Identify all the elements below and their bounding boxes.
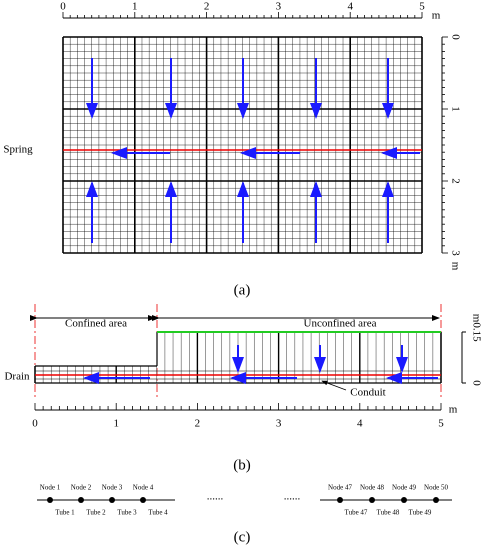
y-unit: m: [470, 314, 482, 323]
node-label: Node 3: [102, 484, 123, 492]
y-tick-label: 0: [449, 34, 461, 40]
node-label: Node 4: [133, 484, 154, 492]
node-label: Node 47: [328, 484, 352, 492]
node: [433, 497, 439, 503]
node: [140, 497, 146, 503]
node-label: Node 48: [360, 484, 384, 492]
y-tick-label: 0.15: [470, 322, 482, 342]
y-tick-label: 2: [449, 178, 461, 184]
tube-label: Tube 2: [86, 509, 106, 517]
pointer: [321, 380, 347, 391]
x-tick-label: 2: [204, 1, 210, 13]
node: [109, 497, 115, 503]
ellipsis: ......: [284, 491, 301, 503]
x-tick-label: 4: [357, 418, 363, 430]
x-unit: m: [432, 10, 441, 22]
tube-label: Tube 49: [409, 509, 432, 517]
node: [47, 497, 53, 503]
y-unit: m: [449, 262, 461, 271]
x-tick-label: 0: [32, 418, 38, 430]
caption-c: (c): [234, 529, 251, 545]
x-tick-label: 0: [60, 1, 66, 13]
confined-label: Confined area: [65, 318, 127, 330]
tube-label: Tube 4: [148, 509, 168, 517]
tube-label: Tube 3: [117, 509, 137, 517]
drain-label: Drain: [4, 371, 30, 383]
conduit-label: Conduit: [350, 387, 385, 399]
x-tick-label: 5: [419, 1, 425, 13]
x-tick-label: 2: [195, 418, 201, 430]
y-tick-label: 0: [470, 380, 482, 386]
x-tick-label: 1: [113, 418, 119, 430]
node-label: Node 49: [392, 484, 416, 492]
y-tick-label: 1: [449, 106, 461, 112]
y-tick-label: 3: [449, 250, 461, 256]
x-tick-label: 1: [132, 1, 138, 13]
node-label: Node 1: [40, 484, 61, 492]
x-tick-label: 5: [438, 418, 444, 430]
caption-b: (b): [233, 457, 251, 473]
unconfined-label: Unconfined area: [304, 318, 377, 330]
x-tick-label: 3: [276, 418, 282, 430]
x-unit: m: [449, 404, 458, 416]
x-tick-label: 3: [276, 1, 282, 13]
node: [337, 497, 343, 503]
tube-label: Tube 47: [345, 509, 368, 517]
ellipsis: ......: [207, 491, 224, 503]
node: [369, 497, 375, 503]
tube-label: Tube 1: [55, 509, 75, 517]
node-label: Node 50: [424, 484, 448, 492]
node-label: Node 2: [71, 484, 92, 492]
caption-a: (a): [234, 282, 251, 298]
node: [78, 497, 84, 503]
node: [401, 497, 407, 503]
tube-label: Tube 48: [377, 509, 400, 517]
x-tick-label: 4: [347, 1, 353, 13]
spring-label: Spring: [3, 144, 33, 156]
